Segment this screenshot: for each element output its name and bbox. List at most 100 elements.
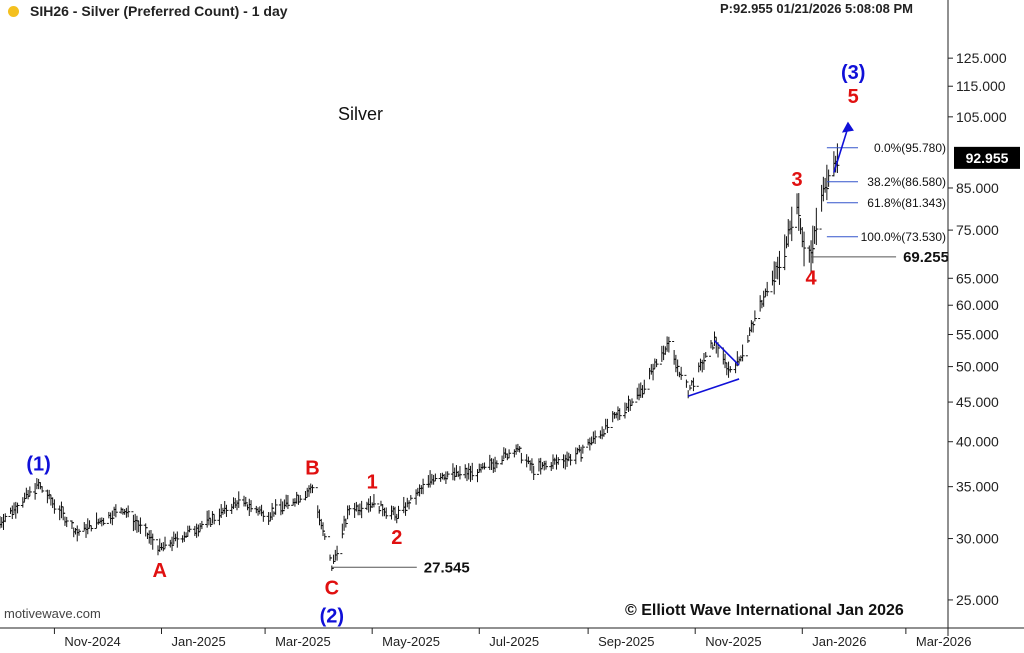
fib-level-label: 100.0%(73.530) xyxy=(861,230,946,244)
price-bar xyxy=(249,500,254,513)
chart-overlays: 27.545 69.255 0.0%(95.780) 38.2%(86.580) 61.… xyxy=(26,62,949,628)
price-bar xyxy=(40,486,45,493)
brand-watermark: motivewave.com xyxy=(4,606,101,621)
price-bar xyxy=(740,344,745,362)
price-bar xyxy=(777,250,782,285)
price-bar xyxy=(531,463,536,480)
x-tick-label: Nov-2024 xyxy=(64,634,120,649)
price-bar xyxy=(802,231,807,267)
price-bar xyxy=(77,528,81,536)
x-tick-label: May-2025 xyxy=(382,634,440,649)
price-bar xyxy=(703,352,708,362)
price-bar xyxy=(445,471,450,480)
x-tick-label: Sep-2025 xyxy=(598,634,654,649)
price-bar xyxy=(470,462,475,481)
price-bar xyxy=(457,466,462,480)
price-level-label: 27.545 xyxy=(424,559,470,576)
last-price-label: 92.955 xyxy=(966,150,1009,166)
price-bar xyxy=(199,520,204,530)
price-bar xyxy=(745,335,750,357)
price-bar xyxy=(765,281,770,297)
price-bars xyxy=(0,143,840,571)
y-tick-label: 35.000 xyxy=(956,479,999,495)
price-bar xyxy=(433,473,438,482)
price-bar xyxy=(580,444,585,459)
price-bar xyxy=(371,494,376,508)
price-bar xyxy=(126,505,131,518)
fib-level-label: 38.2%(86.580) xyxy=(867,175,946,189)
price-bar xyxy=(298,494,303,503)
price-bar xyxy=(347,505,352,516)
price-bar xyxy=(691,377,696,392)
wave-label: (1) xyxy=(26,454,50,476)
wave-label: (3) xyxy=(841,62,865,84)
price-bar xyxy=(285,494,290,509)
price-bar xyxy=(752,310,757,326)
price-bar xyxy=(52,499,57,514)
price-bar xyxy=(728,366,733,373)
symbol-status-dot xyxy=(8,6,19,17)
price-bar xyxy=(666,336,671,353)
price-bar xyxy=(101,517,106,526)
x-tick-label: Mar-2025 xyxy=(275,634,331,649)
wave-label: C xyxy=(325,578,339,600)
price-bar xyxy=(113,504,118,518)
y-tick-label: 85.000 xyxy=(956,180,999,196)
price-bar xyxy=(556,457,561,465)
fib-level-label: 61.8%(81.343) xyxy=(867,196,946,210)
price-bar xyxy=(310,484,315,494)
wave-label: 1 xyxy=(367,471,378,493)
price-bar xyxy=(322,530,327,540)
chart-header-title: SIH26 - Silver (Preferred Count) - 1 day xyxy=(30,3,288,19)
wave-label: A xyxy=(153,560,167,582)
price-bar xyxy=(138,517,143,534)
price-bar xyxy=(679,366,684,380)
y-tick-label: 55.000 xyxy=(956,327,999,343)
y-tick-label: 45.000 xyxy=(956,394,999,410)
wave-label: 2 xyxy=(391,527,402,549)
trendline xyxy=(713,340,740,366)
price-bar xyxy=(396,505,401,520)
price-bar xyxy=(224,504,229,517)
price-bar xyxy=(3,513,8,523)
y-tick-label: 40.000 xyxy=(956,434,999,450)
chart-instrument-name: Silver xyxy=(338,104,384,124)
price-bar xyxy=(15,502,20,514)
y-tick-label: 25.000 xyxy=(956,592,999,608)
price-bar xyxy=(507,449,512,459)
price-bar xyxy=(654,358,659,368)
x-tick-label: Jan-2025 xyxy=(172,634,226,649)
price-bar xyxy=(261,510,266,522)
price-bar xyxy=(335,545,340,561)
chart-header-price-info: P:92.955 01/21/2026 5:08:08 PM xyxy=(720,1,913,16)
price-bar xyxy=(273,499,278,515)
price-bar xyxy=(630,398,634,406)
copyright-notice: © Elliott Wave International Jan 2026 xyxy=(625,602,904,619)
price-bar xyxy=(605,418,610,434)
price-bar xyxy=(826,169,831,190)
price-bar xyxy=(27,486,32,497)
price-bar xyxy=(421,478,426,495)
price-bar xyxy=(328,536,333,561)
price-bar xyxy=(359,500,364,519)
price-bar xyxy=(163,536,168,550)
price-level-label: 69.255 xyxy=(903,249,949,266)
projection-arrow-shaft xyxy=(833,127,849,173)
price-bar xyxy=(408,495,413,504)
y-tick-label: 50.000 xyxy=(956,359,999,375)
x-tick-label: Nov-2025 xyxy=(705,634,761,649)
wave-label: (2) xyxy=(320,606,344,628)
y-tick-label: 30.000 xyxy=(956,531,999,547)
price-bar xyxy=(384,507,389,519)
x-tick-label: Mar-2026 xyxy=(916,634,972,649)
x-tick-label: Jan-2026 xyxy=(812,634,866,649)
price-bar xyxy=(519,447,524,464)
last-price-box xyxy=(954,146,1020,169)
y-tick-label: 60.000 xyxy=(956,297,999,313)
y-tick-label: 115.000 xyxy=(956,78,1006,94)
price-bar xyxy=(187,525,192,533)
price-bar xyxy=(482,462,487,470)
price-bar xyxy=(212,513,217,525)
